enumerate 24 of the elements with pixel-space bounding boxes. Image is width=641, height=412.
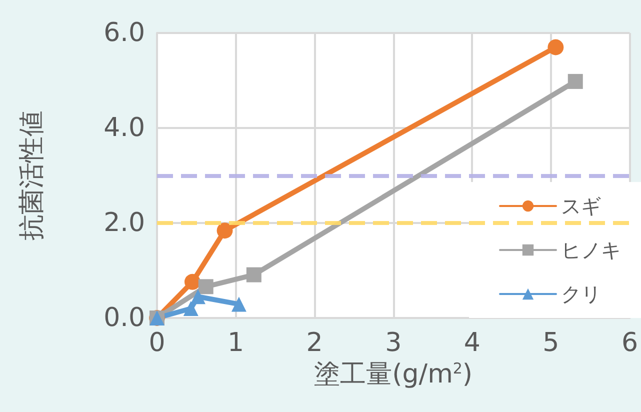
y-axis-title: 抗菌活性値 [17,110,47,240]
x-tick-label: 3 [385,328,402,358]
legend-label: スギ [561,194,601,218]
legend-label: クリ [561,282,601,306]
point [190,289,206,304]
x-tick-label: 4 [464,328,480,358]
point [198,279,214,294]
point [231,296,246,312]
x-tick-label: 2 [306,328,323,358]
point [183,301,198,316]
x-tick-label: 1 [228,328,244,358]
y-tick-label: 2.0 [104,208,145,238]
x-tick-label: 0 [148,328,166,358]
x-tick-label: 5 [542,328,560,358]
x-tick-label: 6 [621,328,638,358]
point [184,274,200,290]
y-tick-label: 0.0 [104,303,145,333]
point [568,74,583,89]
y-tick-label: 4.0 [104,113,145,143]
point [548,39,564,56]
point [216,222,233,239]
legend-label: ヒノキ [561,238,621,262]
y-tick-label: 6.0 [104,18,145,48]
point [246,267,262,282]
